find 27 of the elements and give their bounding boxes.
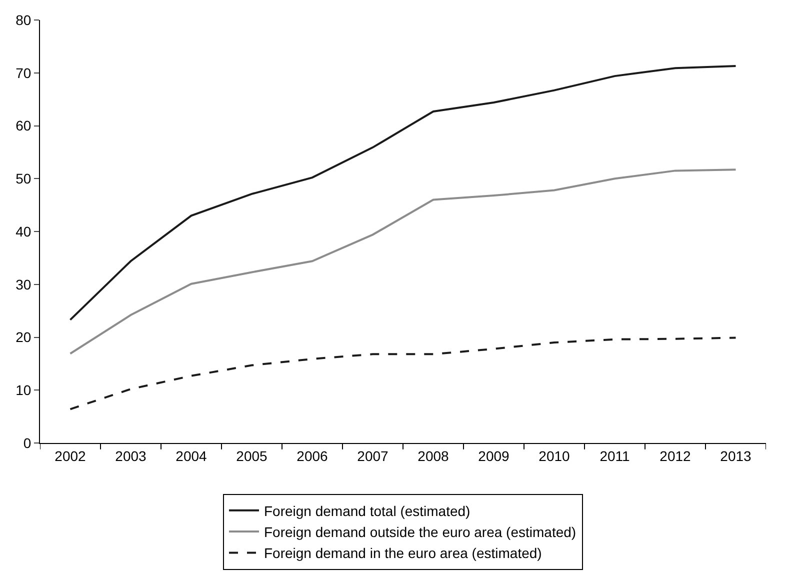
x-tick-label: 2003	[115, 448, 147, 464]
x-tick-label: 2011	[600, 448, 630, 464]
y-tick-label: 60	[16, 118, 32, 134]
line-series	[69, 168, 737, 355]
x-tick-label: 2009	[478, 448, 510, 464]
y-tick-label: 20	[16, 329, 32, 346]
line-series	[69, 65, 737, 321]
y-tick-label: 10	[16, 382, 32, 398]
legend-label: Foreign demand in the euro area (estimated)	[264, 545, 542, 562]
legend-label: Foreign demand total (estimated)	[264, 502, 470, 519]
x-tick-label: 2004	[176, 448, 208, 464]
y-tick-label: 0	[23, 434, 32, 451]
line-series	[69, 336, 737, 410]
y-tick-label: 30	[16, 276, 32, 292]
legend-label: Foreign demand outside the euro area (estimated)	[264, 524, 576, 540]
y-tick-label: 50	[16, 170, 32, 187]
y-tick-label: 80	[16, 12, 32, 28]
x-tick-label: 2006	[296, 448, 328, 464]
x-tick-label: 2008	[418, 448, 450, 464]
x-tick-label: 2010	[538, 448, 570, 464]
x-tick-label: 2005	[236, 448, 268, 464]
x-tick-label: 2012	[660, 448, 692, 464]
y-tick-label: 40	[16, 223, 32, 240]
x-tick-label: 2013	[720, 448, 752, 464]
x-tick-label: 2007	[357, 448, 389, 464]
y-tick-label: 70	[16, 64, 32, 81]
x-tick-label: 2002	[54, 448, 86, 464]
